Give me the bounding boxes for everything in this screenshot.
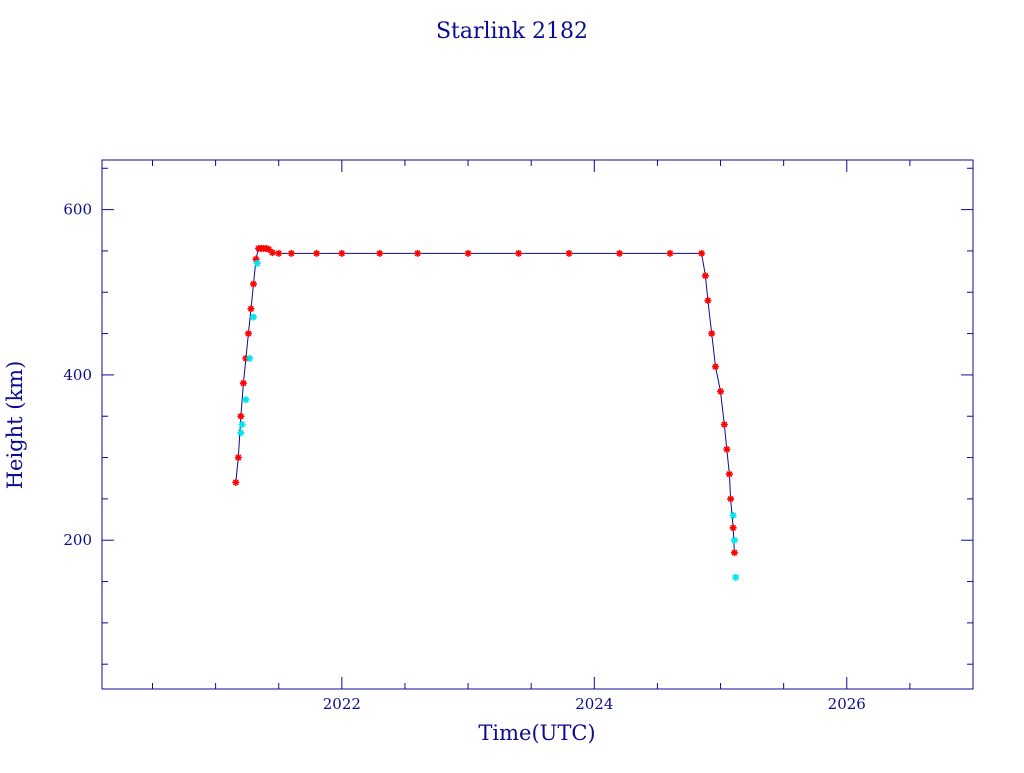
data-point bbox=[717, 387, 725, 395]
x-tick-label: 2022 bbox=[323, 695, 361, 713]
data-point bbox=[249, 280, 257, 288]
data-point bbox=[249, 313, 257, 321]
data-point bbox=[723, 445, 731, 453]
x-tick-label: 2026 bbox=[828, 695, 866, 713]
data-point bbox=[242, 396, 250, 404]
chart-title: Starlink 2182 bbox=[436, 19, 588, 44]
data-point bbox=[730, 549, 738, 557]
data-point bbox=[275, 249, 283, 257]
data-point bbox=[234, 454, 242, 462]
y-tick-label: 200 bbox=[63, 531, 92, 549]
series-connector-line bbox=[235, 247, 735, 553]
data-point bbox=[238, 421, 246, 428]
y-tick-label: 400 bbox=[63, 366, 92, 384]
data-point bbox=[338, 249, 346, 257]
data-point bbox=[730, 536, 738, 544]
data-point bbox=[616, 249, 624, 257]
data-point bbox=[464, 249, 472, 257]
x-tick-label: 2024 bbox=[575, 695, 613, 713]
y-axis-label: Height (km) bbox=[3, 361, 27, 490]
data-point bbox=[720, 421, 728, 428]
x-axis-label: Time(UTC) bbox=[478, 721, 595, 745]
data-point bbox=[732, 573, 740, 581]
data-point bbox=[268, 249, 276, 257]
series-lines bbox=[235, 247, 735, 553]
data-point bbox=[232, 478, 240, 486]
data-point bbox=[313, 249, 321, 257]
data-point bbox=[708, 330, 716, 338]
series-points bbox=[232, 244, 740, 581]
data-point bbox=[725, 470, 733, 478]
axis-ticks bbox=[102, 160, 974, 689]
axis-tick-labels: 2022 2024 2026 200 400 600 bbox=[63, 201, 866, 713]
data-point bbox=[237, 429, 245, 437]
data-point bbox=[414, 249, 422, 257]
data-point bbox=[704, 297, 712, 305]
data-point bbox=[515, 249, 523, 257]
data-point bbox=[729, 524, 737, 532]
data-point bbox=[246, 354, 254, 362]
data-point bbox=[253, 259, 261, 267]
data-point bbox=[729, 511, 737, 519]
data-point bbox=[727, 495, 735, 503]
data-point bbox=[376, 249, 384, 257]
data-point bbox=[698, 249, 706, 257]
data-point bbox=[711, 363, 719, 371]
data-point bbox=[287, 249, 295, 257]
data-point bbox=[701, 272, 709, 280]
data-point bbox=[237, 412, 245, 420]
data-point bbox=[666, 249, 674, 257]
data-point bbox=[244, 330, 252, 338]
y-tick-label: 600 bbox=[63, 201, 92, 219]
data-point bbox=[239, 379, 247, 387]
plot-area-frame bbox=[101, 159, 974, 690]
data-point bbox=[247, 305, 255, 313]
data-point bbox=[565, 249, 573, 257]
